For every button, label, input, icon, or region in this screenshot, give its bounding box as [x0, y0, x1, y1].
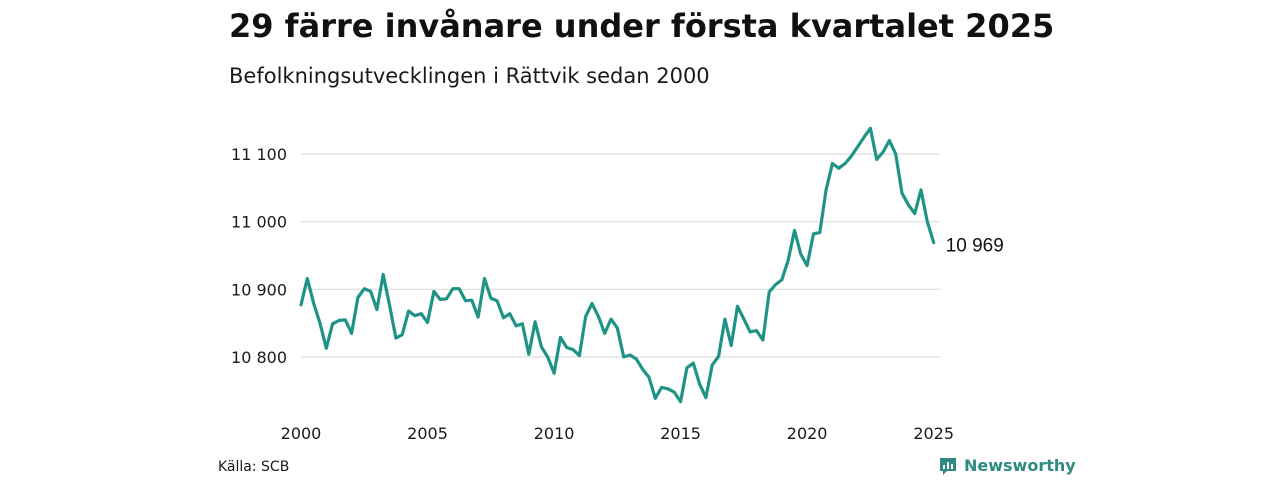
data-label-layer: 10 969 [946, 236, 1004, 257]
x-axis-tick-labels: 2000 2005 2010 2015 2020 2025 [281, 424, 954, 443]
chart-title: 29 färre invånare under första kvartalet… [229, 7, 1055, 45]
series-line [299, 126, 936, 404]
y-tick-label: 10 900 [231, 280, 287, 299]
x-tick-label: 2025 [913, 424, 954, 443]
y-tick-label: 11 000 [231, 213, 287, 232]
brand-logo: Newsworthy [938, 456, 1076, 476]
source-note: Källa: SCB [218, 459, 290, 475]
y-axis-tick-labels: 10 800 10 900 11 000 11 100 [231, 145, 287, 367]
y-tick-label: 11 100 [231, 145, 287, 164]
y-tick-label: 10 800 [231, 348, 287, 367]
x-tick-label: 2015 [660, 424, 701, 443]
x-tick-label: 2005 [407, 424, 448, 443]
x-tick-label: 2010 [534, 424, 575, 443]
gridlines [301, 153, 940, 358]
x-tick-label: 2020 [787, 424, 828, 443]
newsworthy-logo-icon [940, 458, 956, 475]
last-value-label: 10 969 [946, 236, 1004, 257]
x-tick-label: 2000 [281, 424, 322, 443]
series-layer [299, 126, 936, 404]
chart-subtitle: Befolkningsutvecklingen i Rättvik sedan … [229, 64, 710, 88]
brand-name: Newsworthy [964, 456, 1076, 475]
